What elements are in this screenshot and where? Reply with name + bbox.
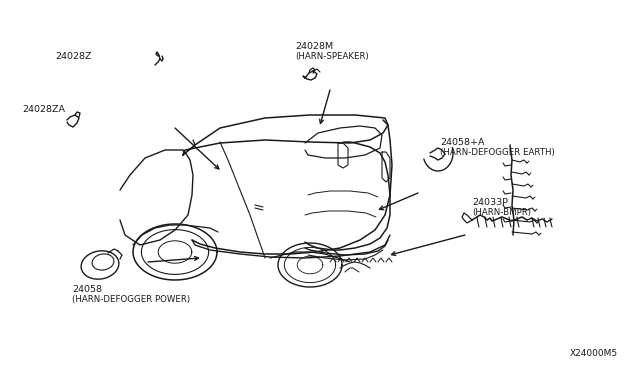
Text: 24058: 24058 bbox=[72, 285, 102, 294]
Text: (HARN-DEFOGGER POWER): (HARN-DEFOGGER POWER) bbox=[72, 295, 190, 304]
Text: X24000M5: X24000M5 bbox=[570, 349, 618, 358]
Text: 24028ZA: 24028ZA bbox=[22, 105, 65, 114]
Text: (HARN-DEFOGGER EARTH): (HARN-DEFOGGER EARTH) bbox=[440, 148, 555, 157]
Text: 24028Z: 24028Z bbox=[55, 52, 92, 61]
Text: (HARN-BMPR): (HARN-BMPR) bbox=[472, 208, 531, 217]
Text: 24058+A: 24058+A bbox=[440, 138, 484, 147]
Text: (HARN-SPEAKER): (HARN-SPEAKER) bbox=[295, 52, 369, 61]
Text: 24028M: 24028M bbox=[295, 42, 333, 51]
Text: 24033P: 24033P bbox=[472, 198, 508, 207]
